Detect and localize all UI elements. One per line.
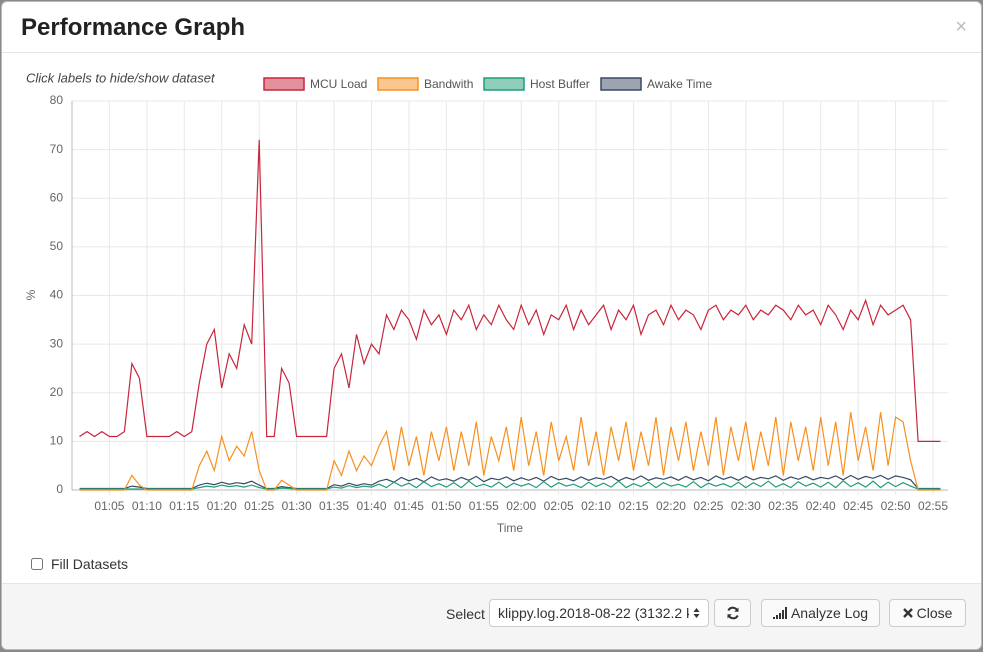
x-icon (902, 608, 913, 618)
x-tick-label: 01:30 (282, 499, 312, 513)
x-tick-label: 01:15 (169, 499, 199, 513)
x-tick-label: 02:50 (881, 499, 911, 513)
signal-icon (772, 607, 787, 619)
y-tick-label: 80 (50, 93, 64, 107)
button-label: Analyze Log (790, 605, 869, 621)
legend-label[interactable]: MCU Load (310, 77, 367, 91)
legend-label[interactable]: Host Buffer (530, 77, 590, 91)
y-tick-label: 30 (50, 336, 64, 350)
series-line (79, 139, 941, 442)
x-tick-label: 02:15 (619, 499, 649, 513)
chart: Click labels to hide/show dataset % Time… (24, 70, 948, 535)
hint: Click labels to hide/show dataset (26, 70, 216, 85)
select-arrows (693, 608, 700, 618)
legend-label[interactable]: Bandwith (424, 77, 473, 91)
series-line (79, 480, 941, 490)
legend-swatch[interactable] (263, 77, 305, 91)
refresh-icon (726, 606, 739, 620)
y-axis-label: % (24, 289, 38, 300)
x-axis-label: Time (497, 521, 524, 535)
x-tick-label: 01:35 (319, 499, 349, 513)
select-label: Select (446, 606, 485, 622)
x-tick-label: 02:10 (581, 499, 611, 513)
y-tick-label: 60 (50, 190, 64, 204)
refresh-button[interactable] (714, 599, 751, 627)
x-tick-label: 01:05 (94, 499, 124, 513)
close-button[interactable]: Close (889, 599, 966, 627)
select-value: klippy.log.2018-08-22 (3132.2 k (498, 605, 690, 621)
y-tick-label: 10 (50, 434, 64, 448)
x-tick-label: 02:05 (544, 499, 574, 513)
legend-label[interactable]: Awake Time (647, 77, 712, 91)
checkbox-label: Fill Datasets (51, 556, 129, 572)
legend-swatch[interactable] (600, 77, 642, 91)
x-tick-label: 02:55 (918, 499, 948, 513)
analyze-button[interactable]: Analyze Log (761, 599, 880, 627)
legend-swatch[interactable] (483, 77, 525, 91)
series-line (79, 474, 941, 490)
x-tick-label: 01:40 (356, 499, 386, 513)
y-tick-label: 40 (50, 288, 64, 302)
series-line (79, 412, 941, 491)
button-label: Close (916, 605, 953, 621)
x-tick-label: 02:25 (693, 499, 723, 513)
x-tick-label: 01:50 (431, 499, 461, 513)
x-tick-label: 02:00 (506, 499, 536, 513)
y-tick-label: 0 (56, 482, 63, 496)
x-tick-label: 02:35 (768, 499, 798, 513)
x-tick-label: 01:55 (469, 499, 499, 513)
legend-swatch[interactable] (377, 77, 419, 91)
fill-toggle[interactable]: Fill Datasets (31, 556, 128, 572)
y-tick-label: 50 (50, 239, 64, 253)
footer: Select klippy.log.2018-08-22 (3132.2 k A… (2, 583, 981, 649)
y-tick-label: 20 (50, 385, 64, 399)
x-tick-label: 01:25 (244, 499, 274, 513)
log-select[interactable]: klippy.log.2018-08-22 (3132.2 k (489, 599, 709, 627)
x-tick-label: 02:40 (806, 499, 836, 513)
x-tick-label: 02:20 (656, 499, 686, 513)
modal-title: Performance Graph (21, 14, 246, 41)
x-tick-label: 01:10 (132, 499, 162, 513)
close-x[interactable]: × (955, 16, 967, 38)
x-tick-label: 02:30 (731, 499, 761, 513)
checkbox[interactable] (31, 558, 43, 570)
x-tick-label: 01:20 (207, 499, 237, 513)
y-tick-label: 70 (50, 142, 64, 156)
x-tick-label: 02:45 (843, 499, 873, 513)
x-tick-label: 01:45 (394, 499, 424, 513)
divider (2, 52, 981, 53)
